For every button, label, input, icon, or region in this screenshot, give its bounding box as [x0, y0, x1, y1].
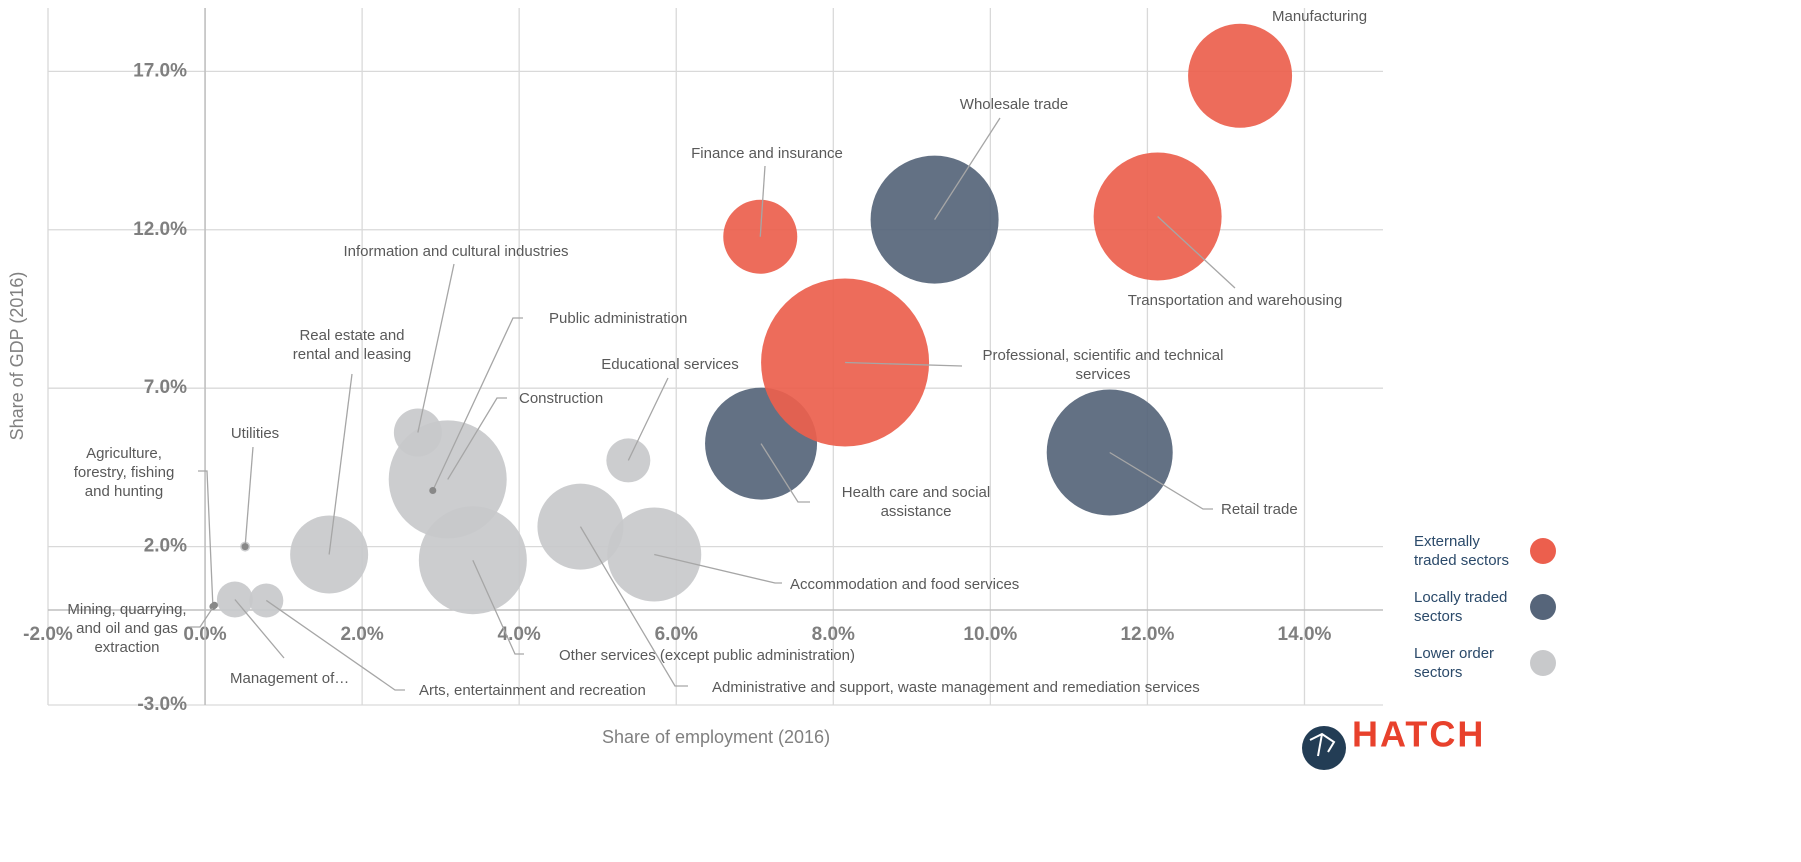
- x-tick-label: 12.0%: [1120, 624, 1174, 645]
- point-label: Administrative and support, waste manage…: [712, 678, 1200, 696]
- y-tick-label: 2.0%: [144, 536, 187, 557]
- bubble: [1188, 23, 1293, 128]
- logo-text: HATCH: [1352, 714, 1485, 755]
- y-tick-label: -3.0%: [137, 694, 187, 715]
- point-label: Real estate and rental and leasing: [292, 327, 412, 363]
- point-label: Public administration: [549, 309, 688, 327]
- y-tick-label: 17.0%: [133, 60, 187, 81]
- leader-line: [759, 165, 766, 237]
- leader-line: [198, 470, 214, 607]
- leader-line: [654, 553, 782, 584]
- x-tick-label: 14.0%: [1278, 624, 1332, 645]
- point-label: Arts, entertainment and recreation: [419, 681, 646, 699]
- point-dot: [429, 487, 437, 495]
- leader-line: [627, 377, 669, 461]
- point-dot: [241, 543, 249, 551]
- leader-line: [417, 263, 455, 433]
- point-label: Educational services: [601, 355, 739, 373]
- point-label: Other services (except public administra…: [559, 646, 855, 664]
- point-label: Health care and social assistance: [841, 484, 991, 520]
- leader-line: [190, 604, 216, 628]
- legend-label: Lower order sectors: [1414, 645, 1495, 681]
- point-label: Agriculture, forestry, fishing and hunti…: [73, 444, 175, 500]
- leader-line: [432, 317, 523, 491]
- leader-line: [1109, 451, 1213, 510]
- point-label: Transportation and warehousing: [1127, 291, 1343, 309]
- point-label: Management of…: [230, 669, 350, 687]
- leader-line: [845, 361, 963, 367]
- point-label: Retail trade: [1221, 500, 1298, 518]
- leader-line: [328, 373, 353, 555]
- x-tick-label: 10.0%: [963, 624, 1017, 645]
- leader-line: [447, 397, 507, 480]
- leader-line: [472, 559, 524, 655]
- legend-marker: [1530, 538, 1556, 564]
- x-tick-label: 6.0%: [655, 624, 698, 645]
- legend-label: Locally traded sectors: [1414, 589, 1508, 625]
- point-label: Wholesale trade: [959, 95, 1069, 113]
- x-tick-label: 4.0%: [498, 624, 541, 645]
- point-label: Mining, quarrying, and oil and gas extra…: [67, 600, 187, 656]
- bubble: [723, 199, 798, 274]
- logo-icon: [1302, 726, 1346, 770]
- x-axis-label: Share of employment (2016): [602, 727, 830, 747]
- y-axis-label: Share of GDP (2016): [7, 272, 27, 441]
- x-tick-label: 8.0%: [812, 624, 855, 645]
- y-tick-label: 12.0%: [133, 219, 187, 240]
- x-tick-label: -2.0%: [23, 624, 73, 645]
- legend-label: Externally traded sectors: [1414, 533, 1510, 569]
- x-tick-label: 2.0%: [340, 624, 383, 645]
- leader-line: [265, 599, 405, 691]
- legend-marker: [1530, 594, 1556, 620]
- leader-line: [244, 446, 254, 547]
- leader-line: [1157, 215, 1236, 289]
- legend-marker: [1530, 650, 1556, 676]
- y-tick-label: 7.0%: [144, 377, 187, 398]
- point-label: Utilities: [230, 424, 280, 442]
- leader-line: [234, 599, 285, 659]
- point-label: Finance and insurance: [691, 144, 843, 162]
- point-label: Manufacturing: [1272, 7, 1368, 25]
- leader-line: [760, 443, 810, 503]
- point-label: Professional, scientific and technical s…: [982, 347, 1224, 383]
- point-label: Information and cultural industries: [343, 242, 569, 260]
- point-dot: [210, 601, 218, 609]
- point-label: Construction: [519, 389, 604, 407]
- leader-line: [579, 526, 688, 687]
- leader-line: [934, 117, 1001, 220]
- point-label: Accommodation and food services: [790, 575, 1020, 593]
